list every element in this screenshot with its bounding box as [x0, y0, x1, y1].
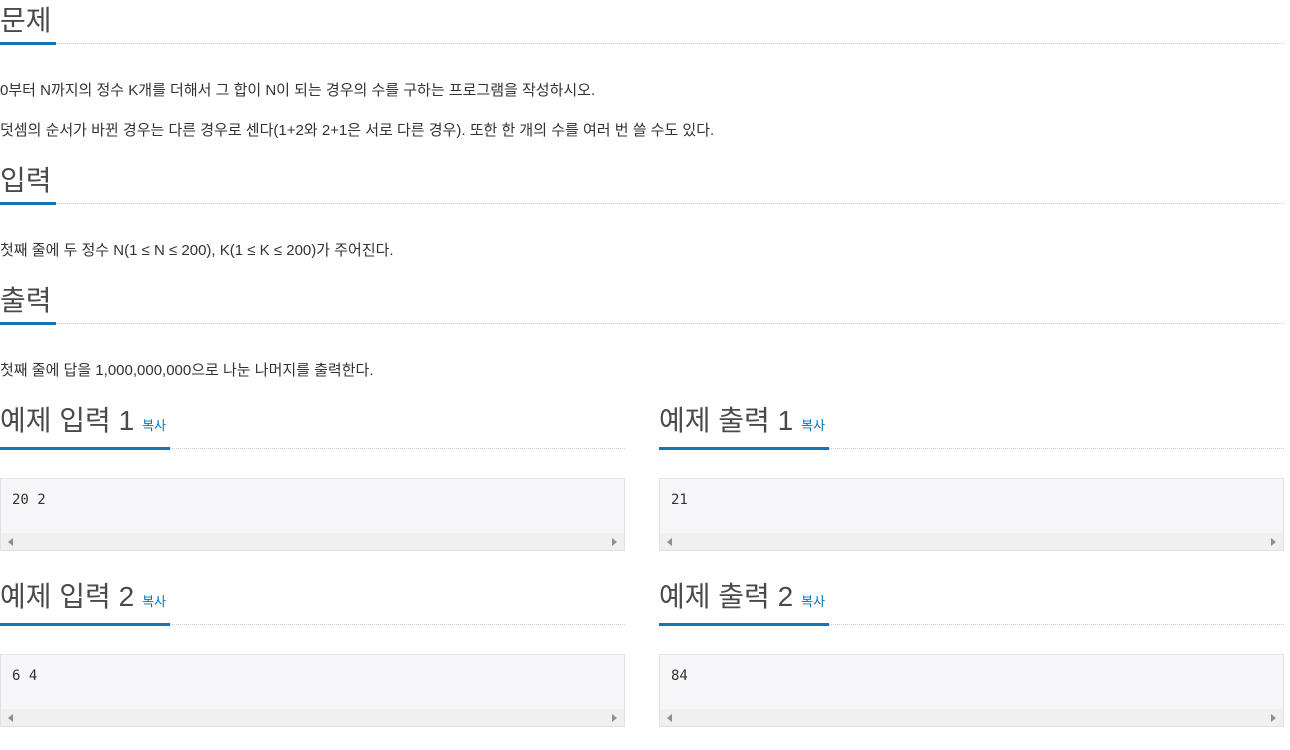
- scrollbar-right-arrow-icon[interactable]: [1271, 537, 1276, 546]
- sample-output-1-headline: 예제 출력 1 복사: [659, 400, 1284, 450]
- sample-input-2-box: 6 4: [0, 654, 625, 727]
- section-title-problem-text: 문제: [0, 5, 52, 36]
- sample-input-2-title: 예제 입력 2 복사: [0, 576, 171, 626]
- headline-input: 입력: [0, 160, 1284, 205]
- section-title-input: 입력: [0, 160, 56, 205]
- sample-input-2-horizontal-scrollbar[interactable]: [1, 709, 624, 726]
- output-description: 첫째 줄에 답을 1,000,000,000으로 나눈 나머지를 출력한다.: [0, 362, 374, 379]
- sample-output-2-value: 84: [671, 668, 688, 684]
- sample-input-1-copy-button[interactable]: 복사: [142, 418, 167, 433]
- sample-output-1: 예제 출력 1 복사 21: [659, 400, 1284, 551]
- sample-output-2-title-text: 예제 출력 2: [659, 581, 794, 612]
- section-title-input-text: 입력: [0, 165, 52, 196]
- problem-description-line-1: 0부터 N까지의 정수 K개를 더해서 그 합이 N이 되는 경우의 수를 구하…: [0, 82, 596, 99]
- sample-input-2-title-text: 예제 입력 2: [0, 581, 135, 612]
- input-description: 첫째 줄에 두 정수 N(1 ≤ N ≤ 200), K(1 ≤ K ≤ 200…: [0, 242, 394, 259]
- sample-output-2: 예제 출력 2 복사 84: [659, 576, 1284, 727]
- sample-input-1-box: 20 2: [0, 478, 625, 551]
- sample-input-1-value: 20 2: [12, 492, 46, 508]
- sample-output-2-title: 예제 출력 2 복사: [659, 576, 830, 626]
- sample-input-1-title-text: 예제 입력 1: [0, 405, 135, 436]
- sample-output-2-horizontal-scrollbar[interactable]: [660, 709, 1283, 726]
- problem-page: 문제 0부터 N까지의 정수 K개를 더해서 그 합이 N이 되는 경우의 수를…: [0, 0, 1284, 727]
- sample-input-2-headline: 예제 입력 2 복사: [0, 576, 625, 626]
- scrollbar-left-arrow-icon[interactable]: [667, 537, 672, 546]
- sample-input-1-headline: 예제 입력 1 복사: [0, 400, 625, 450]
- scrollbar-right-arrow-icon[interactable]: [612, 537, 617, 546]
- sample-input-2-value: 6 4: [12, 668, 38, 684]
- sample-output-2-headline: 예제 출력 2 복사: [659, 576, 1284, 626]
- section-title-problem: 문제: [0, 0, 56, 45]
- sample-output-1-title: 예제 출력 1 복사: [659, 400, 830, 450]
- section-input: 입력 첫째 줄에 두 정수 N(1 ≤ N ≤ 200), K(1 ≤ K ≤ …: [0, 160, 1284, 262]
- sample-output-1-horizontal-scrollbar[interactable]: [660, 533, 1283, 550]
- sample-output-1-value: 21: [671, 492, 688, 508]
- sample-input-1: 예제 입력 1 복사 20 2: [0, 400, 625, 551]
- sample-output-1-box: 21: [659, 478, 1284, 551]
- section-problem: 문제 0부터 N까지의 정수 K개를 더해서 그 합이 N이 되는 경우의 수를…: [0, 0, 1284, 142]
- sample-input-1-horizontal-scrollbar[interactable]: [1, 533, 624, 550]
- section-title-output-text: 출력: [0, 285, 52, 316]
- headline-problem: 문제: [0, 0, 1284, 45]
- section-output: 출력 첫째 줄에 답을 1,000,000,000으로 나눈 나머지를 출력한다…: [0, 280, 1284, 382]
- headline-output-wrap: 출력: [0, 280, 1284, 325]
- sample-input-2: 예제 입력 2 복사 6 4: [0, 576, 625, 727]
- sample-output-1-title-text: 예제 출력 1: [659, 405, 794, 436]
- sample-input-2-copy-button[interactable]: 복사: [142, 594, 167, 609]
- scrollbar-left-arrow-icon[interactable]: [667, 713, 672, 722]
- sample-output-1-copy-button[interactable]: 복사: [801, 418, 826, 433]
- scrollbar-right-arrow-icon[interactable]: [612, 713, 617, 722]
- problem-description-line-2: 덧셈의 순서가 바뀐 경우는 다른 경우로 센다(1+2와 2+1은 서로 다른…: [0, 122, 715, 139]
- sample-output-2-copy-button[interactable]: 복사: [801, 594, 826, 609]
- samples-grid: 예제 입력 1 복사 20 2 예제 출력 1 복사 21: [0, 400, 1284, 727]
- sample-input-1-title: 예제 입력 1 복사: [0, 400, 171, 450]
- scrollbar-left-arrow-icon[interactable]: [8, 713, 13, 722]
- scrollbar-left-arrow-icon[interactable]: [8, 537, 13, 546]
- sample-output-2-box: 84: [659, 654, 1284, 727]
- section-title-output: 출력: [0, 280, 56, 325]
- headline-output: 출력: [0, 280, 1284, 325]
- scrollbar-right-arrow-icon[interactable]: [1271, 713, 1276, 722]
